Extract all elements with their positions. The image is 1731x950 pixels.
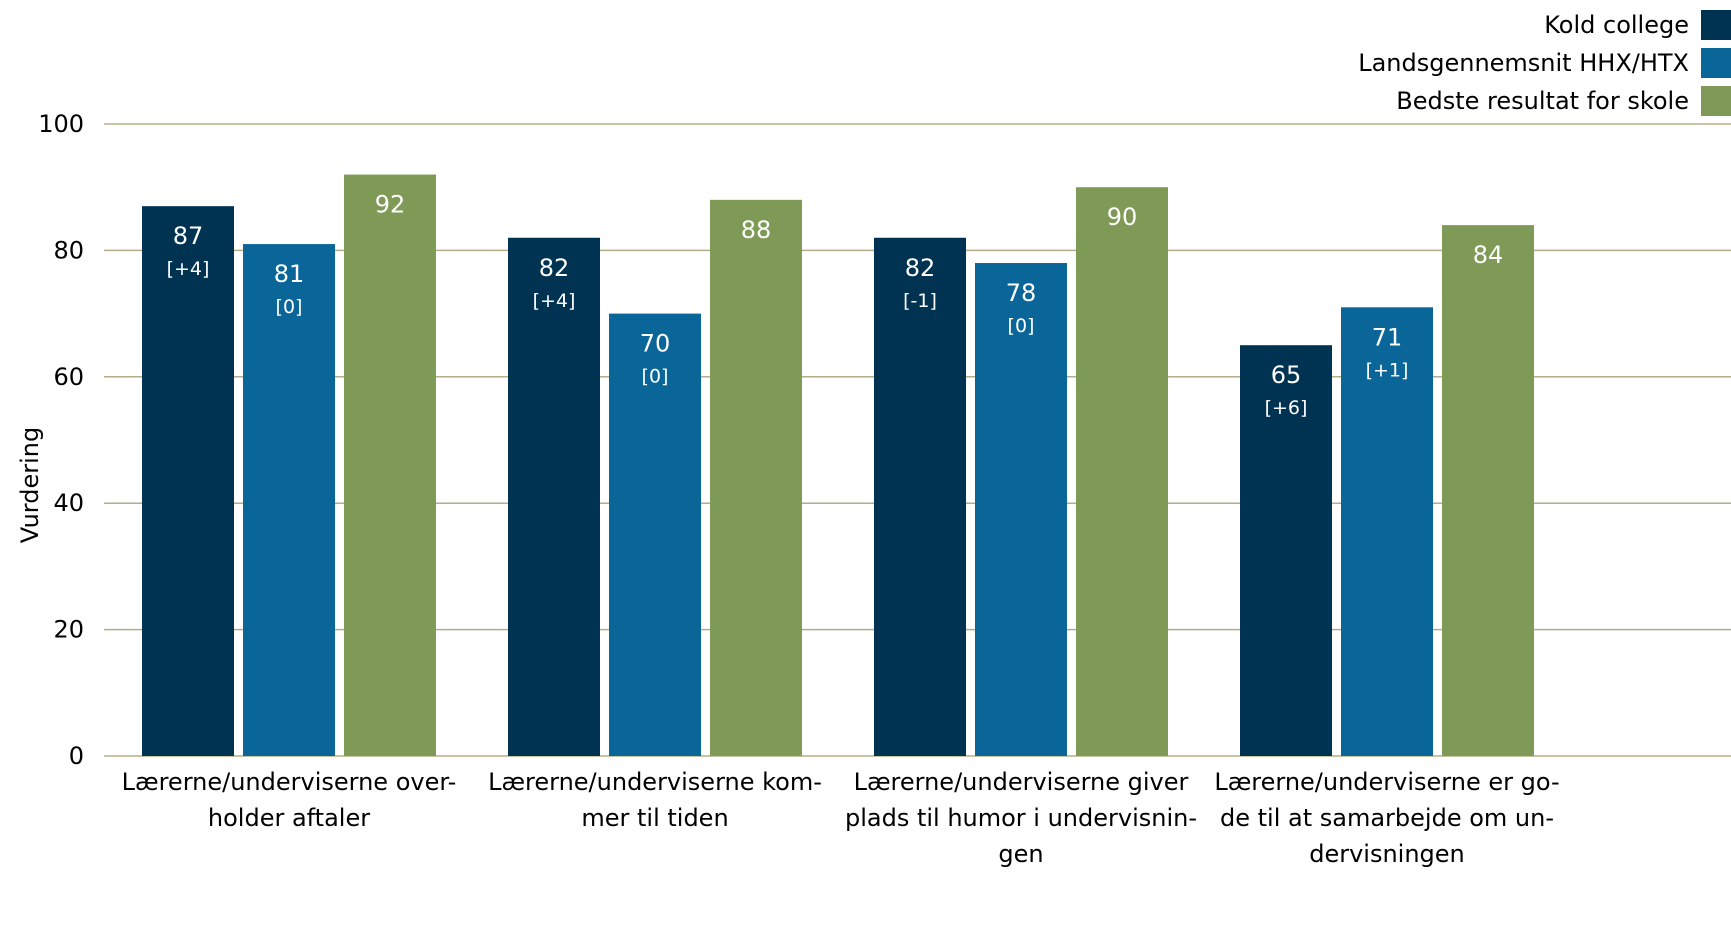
- bar-value-label: 88: [741, 216, 772, 244]
- bar: [1076, 187, 1168, 756]
- x-category-label-line: gen: [998, 840, 1044, 868]
- bar-change-label: [+6]: [1265, 397, 1308, 419]
- y-tick-label: 20: [53, 616, 84, 644]
- legend-label: Kold college: [1544, 11, 1689, 39]
- x-category-label-line: dervisningen: [1309, 840, 1465, 868]
- y-tick-label: 60: [53, 363, 84, 391]
- bar: [1240, 345, 1332, 756]
- bar: [344, 174, 436, 756]
- bar: [975, 263, 1067, 756]
- bar: [1341, 307, 1433, 756]
- x-category-label: Lærerne/underviserne over-holder aftaler: [99, 764, 479, 836]
- legend-label: Landsgennemsnit HHX/HTX: [1358, 49, 1689, 77]
- x-category-label-line: Lærerne/underviserne over-: [121, 768, 457, 796]
- bar-value-label: 70: [640, 330, 671, 358]
- bar-change-label: [0]: [276, 296, 303, 318]
- bar: [142, 206, 234, 756]
- legend-item-kold-college: Kold college: [1358, 6, 1731, 44]
- x-category-label-line: Lærerne/underviserne kom-: [488, 768, 822, 796]
- legend-swatch: [1701, 48, 1731, 78]
- legend-item-landsgennemsnit: Landsgennemsnit HHX/HTX: [1358, 44, 1731, 82]
- legend-item-bedste-resultat: Bedste resultat for skole: [1358, 82, 1731, 120]
- x-category-label-line: mer til tiden: [581, 804, 729, 832]
- bar-value-label: 82: [905, 254, 936, 282]
- bar-value-label: 90: [1107, 203, 1138, 231]
- bar-value-label: 82: [539, 254, 570, 282]
- x-category-label-line: Lærerne/underviserne er go-: [1214, 768, 1560, 796]
- x-category-label-line: Lærerne/underviserne giver: [853, 768, 1189, 796]
- x-category-label: Lærerne/underviserne kom-mer til tiden: [465, 764, 845, 836]
- bar-change-label: [+4]: [533, 290, 576, 312]
- bar-value-label: 71: [1372, 323, 1403, 351]
- bar: [609, 313, 701, 756]
- x-category-label-line: de til at samarbejde om un-: [1220, 804, 1554, 832]
- legend-label: Bedste resultat for skole: [1396, 87, 1689, 115]
- bar-value-label: 65: [1271, 361, 1302, 389]
- bar-change-label: [-1]: [903, 290, 937, 312]
- bar-change-label: [+1]: [1366, 359, 1409, 381]
- legend: Kold college Landsgennemsnit HHX/HTX Bed…: [1358, 6, 1731, 120]
- bar: [243, 244, 335, 756]
- bar-value-label: 78: [1006, 279, 1037, 307]
- y-tick-label: 40: [53, 489, 84, 517]
- bar-change-label: [+4]: [167, 258, 210, 280]
- bar-change-label: [0]: [1008, 315, 1035, 337]
- x-category-label: Lærerne/underviserne er go-de til at sam…: [1197, 764, 1577, 872]
- legend-swatch: [1701, 10, 1731, 40]
- bar-value-label: 81: [274, 260, 305, 288]
- x-category-label-line: plads til humor i undervisnin-: [844, 804, 1198, 832]
- bar: [1442, 225, 1534, 756]
- y-axis-label: Vurdering: [16, 426, 44, 544]
- bar-value-label: 92: [375, 191, 406, 219]
- bar: [508, 237, 600, 756]
- x-category-label-line: holder aftaler: [207, 804, 371, 832]
- y-tick-label: 80: [53, 236, 84, 264]
- y-tick-label: 100: [38, 110, 84, 138]
- legend-swatch: [1701, 86, 1731, 116]
- bar-change-label: [0]: [642, 366, 669, 388]
- bar: [874, 237, 966, 756]
- y-tick-label: 0: [69, 742, 84, 770]
- bar: [710, 199, 802, 757]
- bar-value-label: 84: [1473, 241, 1504, 269]
- bar-value-label: 87: [173, 222, 204, 250]
- x-category-label: Lærerne/underviserne giver plads til humo…: [831, 764, 1211, 872]
